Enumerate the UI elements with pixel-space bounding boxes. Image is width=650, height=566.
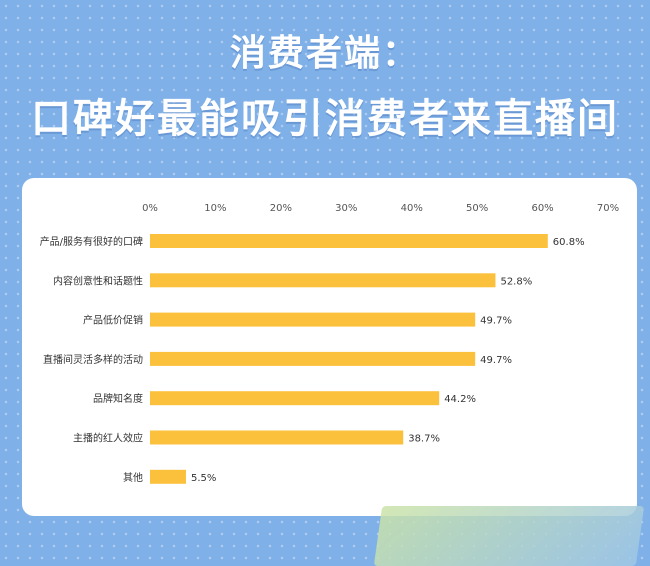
category-label: 产品低价促销 <box>83 314 143 327</box>
value-label: 5.5% <box>191 473 216 484</box>
bar <box>150 234 548 248</box>
x-tick-label: 50% <box>466 203 488 214</box>
bar <box>150 273 496 288</box>
page-title-line-1: 消费者端： <box>229 33 420 74</box>
category-label: 其他 <box>123 471 143 484</box>
x-tick-label: 0% <box>142 203 158 214</box>
x-tick-label: 10% <box>204 203 226 214</box>
bar <box>150 351 476 366</box>
value-label: 49.7% <box>480 316 512 327</box>
bar <box>150 312 476 327</box>
value-label: 44.2% <box>444 394 476 405</box>
x-tick-label: 60% <box>531 203 553 214</box>
page-title-line-2: 口碑好最能吸引消费者来直播间 <box>31 96 619 142</box>
bar <box>150 430 404 445</box>
x-tick-label: 30% <box>335 203 357 214</box>
category-label: 直播间灵活多样的活动 <box>43 353 143 366</box>
value-label: 52.8% <box>500 276 532 287</box>
value-label: 38.7% <box>408 434 440 445</box>
category-label: 产品/服务有很好的口碑 <box>40 235 143 248</box>
category-label: 品牌知名度 <box>93 392 143 405</box>
bar-chart: 0% 10% 20% 30% 40% 50% 60% 70% 产品/服务有很好的口碑 60.8%… <box>40 203 619 484</box>
bars: 产品/服务有很好的口碑 60.8% 内容创意性和话题性 52.8% 产品低价促销 49.7… <box>40 234 585 484</box>
category-label: 主播的红人效应 <box>73 432 143 445</box>
category-label: 内容创意性和话题性 <box>53 274 143 287</box>
x-tick-label: 70% <box>597 203 619 214</box>
x-tick-label: 20% <box>270 203 292 214</box>
value-label: 49.7% <box>480 355 512 366</box>
x-axis-ticks: 0% 10% 20% 30% 40% 50% 60% 70% <box>142 203 619 214</box>
bar <box>150 469 186 484</box>
bar <box>150 391 440 406</box>
value-label: 60.8% <box>553 237 585 248</box>
x-tick-label: 40% <box>401 203 423 214</box>
